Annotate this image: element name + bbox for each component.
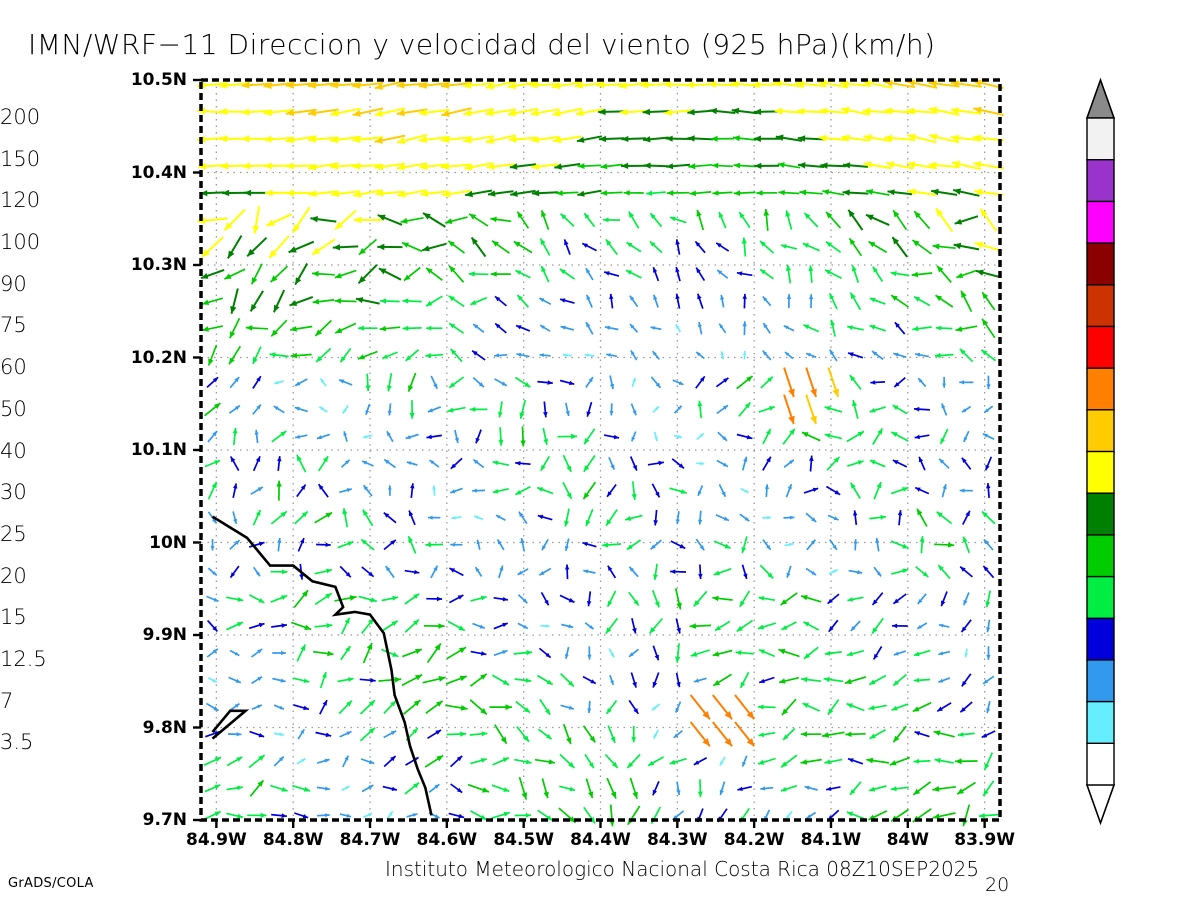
page-title: IMN/WRF−11 Direccion y velocidad del vie… [28, 28, 936, 61]
y-axis-tick-label: 10.2N [130, 347, 187, 368]
x-axis-tick-label: 84W [886, 830, 929, 850]
colorbar-tick-label: 120 [0, 188, 41, 213]
colorbar-tick-label: 75 [0, 313, 27, 338]
x-axis-tick-label: 84.3W [646, 830, 708, 850]
x-axis-tick-label: 84.5W [493, 830, 555, 850]
x-axis-tick-label: 84.1W [800, 830, 862, 850]
colorbar-tick-label: 30 [0, 480, 27, 505]
y-axis-tick-label: 10.4N [130, 162, 187, 183]
colorbar-tick-label: 12.5 [0, 646, 47, 671]
colorbar-tick-label: 150 [0, 146, 41, 171]
colorbar-tick-label: 25 [0, 521, 27, 546]
x-axis-tick-label: 84.6W [416, 830, 478, 850]
colorbar-tick-label: 40 [0, 438, 27, 463]
footer-grads-credit: GrADS/COLA [8, 876, 94, 891]
y-axis-tick-label: 10.3N [130, 255, 187, 275]
colorbar-tick-label: 100 [0, 230, 41, 255]
plot-frame [193, 78, 1002, 828]
colorbar-tick-label: 7 [0, 688, 14, 713]
colorbar-tick-label: 200 [0, 105, 41, 129]
x-axis-tick-label: 83.9W [954, 830, 1015, 850]
x-axis-tick-label: 84.7W [339, 830, 401, 850]
colorbar [1085, 77, 1116, 826]
colorbar-tick-label: 90 [0, 271, 27, 296]
coastline [211, 515, 433, 816]
colorbar-tick-label: 50 [0, 396, 27, 421]
y-axis-tick-label: 10.1N [130, 440, 187, 460]
x-axis-tick-label: 84.9W [186, 830, 247, 850]
y-axis-tick-label: 10.5N [130, 70, 187, 90]
y-axis-tick-label: 9.7N [142, 810, 187, 830]
footer-source: Instituto Meteorologico Nacional Costa R… [385, 857, 980, 881]
x-axis-tick-label: 84.4W [570, 830, 631, 850]
x-axis-tick-label: 84.2W [723, 830, 785, 850]
y-axis-tick-label: 9.9N [142, 625, 187, 645]
colorbar-tick-label: 3.5 [0, 730, 34, 755]
colorbar-tick-label: 15 [0, 605, 27, 630]
y-axis-tick-label: 9.8N [142, 717, 187, 738]
y-axis-tick-label: 10N [149, 532, 187, 553]
colorbar-tick-label: 20 [0, 563, 27, 588]
colorbar-tick-label: 60 [0, 355, 27, 380]
x-axis-tick-label: 84.8W [262, 830, 324, 850]
footer-page-number: 20 [985, 874, 1010, 896]
